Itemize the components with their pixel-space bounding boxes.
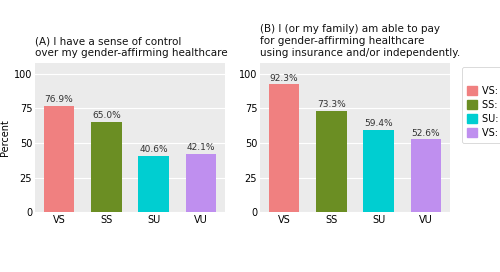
Text: 73.3%: 73.3% (317, 100, 346, 109)
Bar (364, 130, 394, 212)
Text: 92.3%: 92.3% (270, 74, 298, 83)
Text: 42.1%: 42.1% (186, 143, 215, 152)
Legend: VS: Very Supportive, SS: Somewhat Supportive, SU: Somewhat Unsupportive, VS: Ver: VS: Very Supportive, SS: Somewhat Suppor… (462, 67, 500, 143)
Text: 40.6%: 40.6% (140, 145, 168, 154)
Y-axis label: Percent: Percent (0, 119, 10, 156)
Bar (316, 111, 346, 212)
Bar (44, 106, 74, 212)
Bar (410, 139, 442, 212)
Bar (268, 84, 300, 212)
Text: 65.0%: 65.0% (92, 112, 120, 120)
Bar (186, 154, 216, 212)
Text: 76.9%: 76.9% (44, 95, 74, 104)
Text: 59.4%: 59.4% (364, 119, 393, 128)
Bar (91, 122, 122, 212)
Text: (A) I have a sense of control
over my gender-affirming healthcare: (A) I have a sense of control over my ge… (35, 36, 228, 58)
Text: 52.6%: 52.6% (412, 129, 440, 138)
Text: (B) I (or my family) am able to pay
for gender-affirming healthcare
using insura: (B) I (or my family) am able to pay for … (260, 24, 460, 58)
Bar (138, 156, 169, 212)
